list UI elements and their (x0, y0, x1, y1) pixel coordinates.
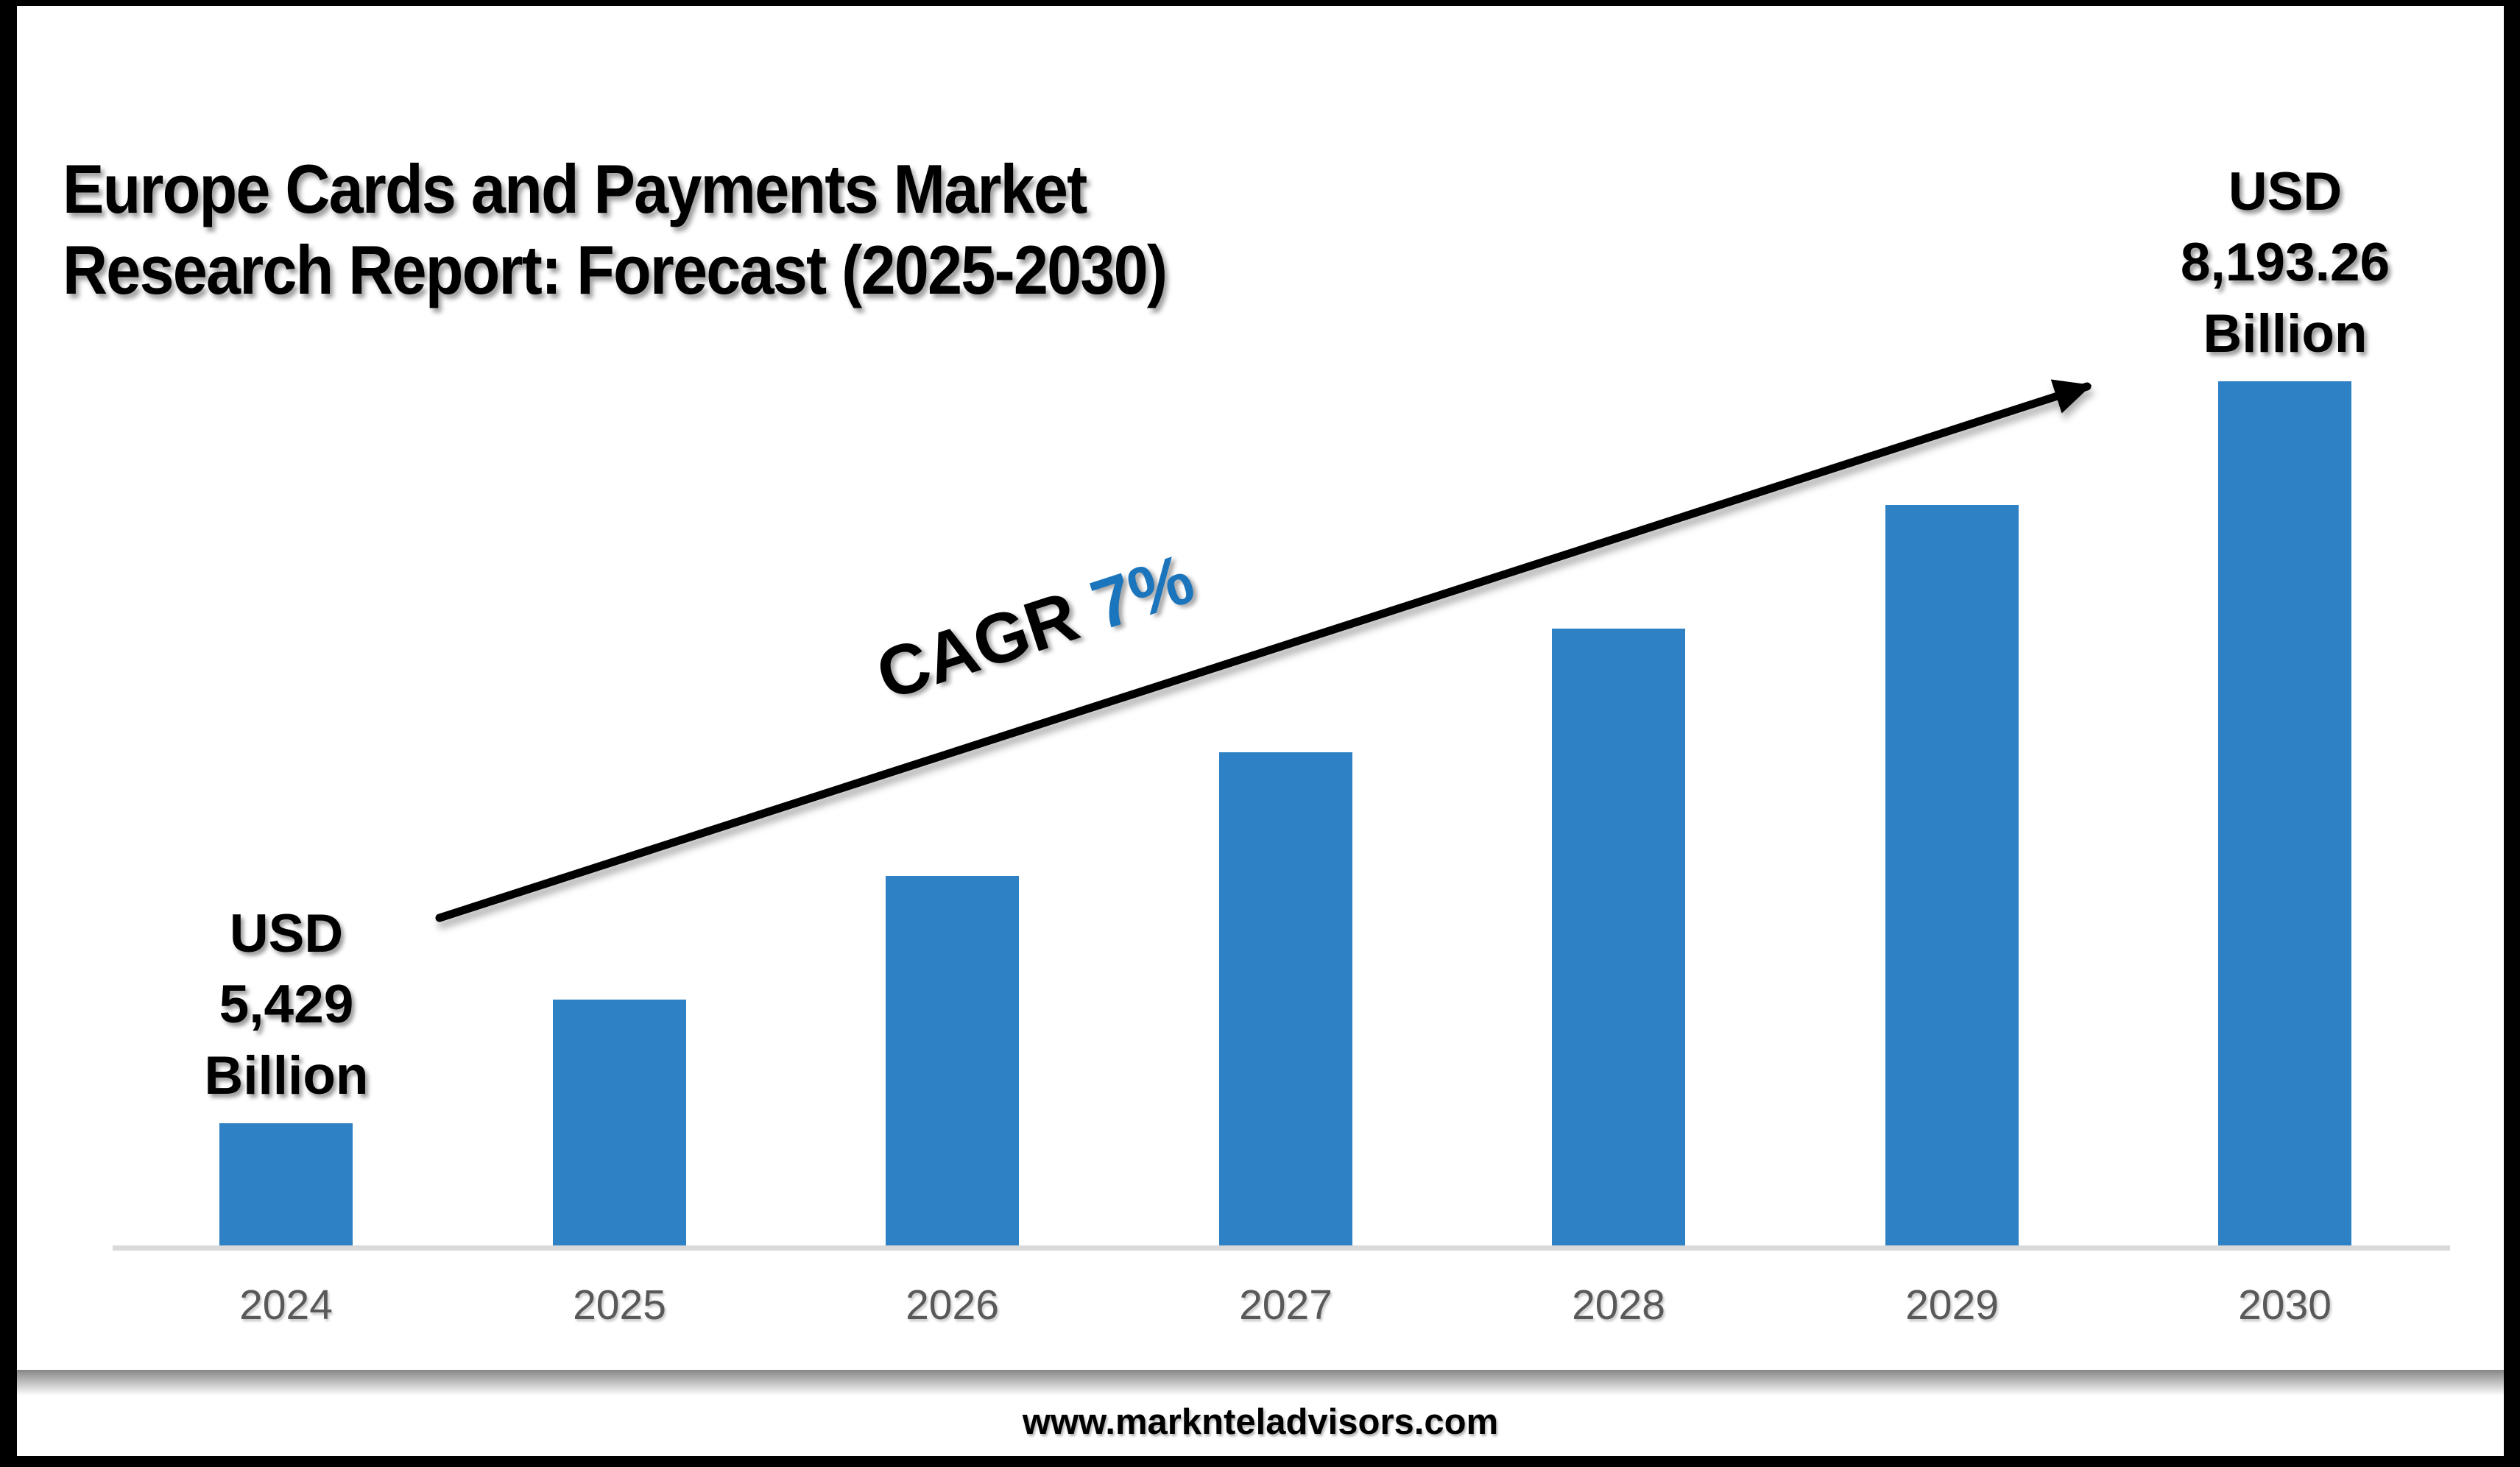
value-label-line: 5,429 (219, 975, 354, 1035)
chart-title: Europe Cards and Payments Market Researc… (63, 149, 1168, 311)
bar-2028 (1552, 629, 1685, 1245)
x-axis-label-2030: 2030 (2238, 1282, 2332, 1329)
footer-shadow-gradient (17, 1370, 2504, 1399)
value-label-line: Billion (2203, 303, 2368, 364)
x-axis-label-2025: 2025 (573, 1282, 666, 1329)
bar-2024 (219, 1123, 353, 1245)
bar-2027 (1219, 752, 1352, 1245)
x-axis-label-2029: 2029 (1905, 1282, 1999, 1329)
bar-chart (219, 6, 2351, 1245)
x-axis-line (113, 1245, 2450, 1251)
chart-title-line-2: Research Report: Forecast (2025-2030) (63, 230, 1168, 308)
value-label-line: Billion (204, 1045, 369, 1106)
value-label-line: USD (229, 903, 344, 964)
x-axis-labels: 2024 2025 2026 2027 2028 2029 2030 (219, 1281, 2351, 1332)
x-axis-label-2026: 2026 (906, 1282, 999, 1329)
bar-2030 (2218, 381, 2351, 1245)
x-axis-label-2024: 2024 (239, 1282, 333, 1329)
chart-title-line-1: Europe Cards and Payments Market (63, 150, 1087, 227)
value-label-2024: USD 5,429 Billion (51, 899, 522, 1111)
bar-2029 (1885, 505, 2019, 1245)
slide: Europe Cards and Payments Market Researc… (17, 6, 2504, 1456)
bar-2026 (886, 876, 1019, 1245)
value-label-line: 8,193.26 (2180, 233, 2390, 293)
value-label-line: USD (2228, 161, 2343, 222)
bar-2025 (553, 1000, 686, 1245)
x-axis-label-2028: 2028 (1572, 1282, 1665, 1329)
value-label-2030: USD 8,193.26 Billion (2050, 157, 2504, 370)
x-axis-label-2027: 2027 (1239, 1282, 1333, 1329)
website-url: www.marknteladvisors.com (1022, 1402, 1499, 1442)
